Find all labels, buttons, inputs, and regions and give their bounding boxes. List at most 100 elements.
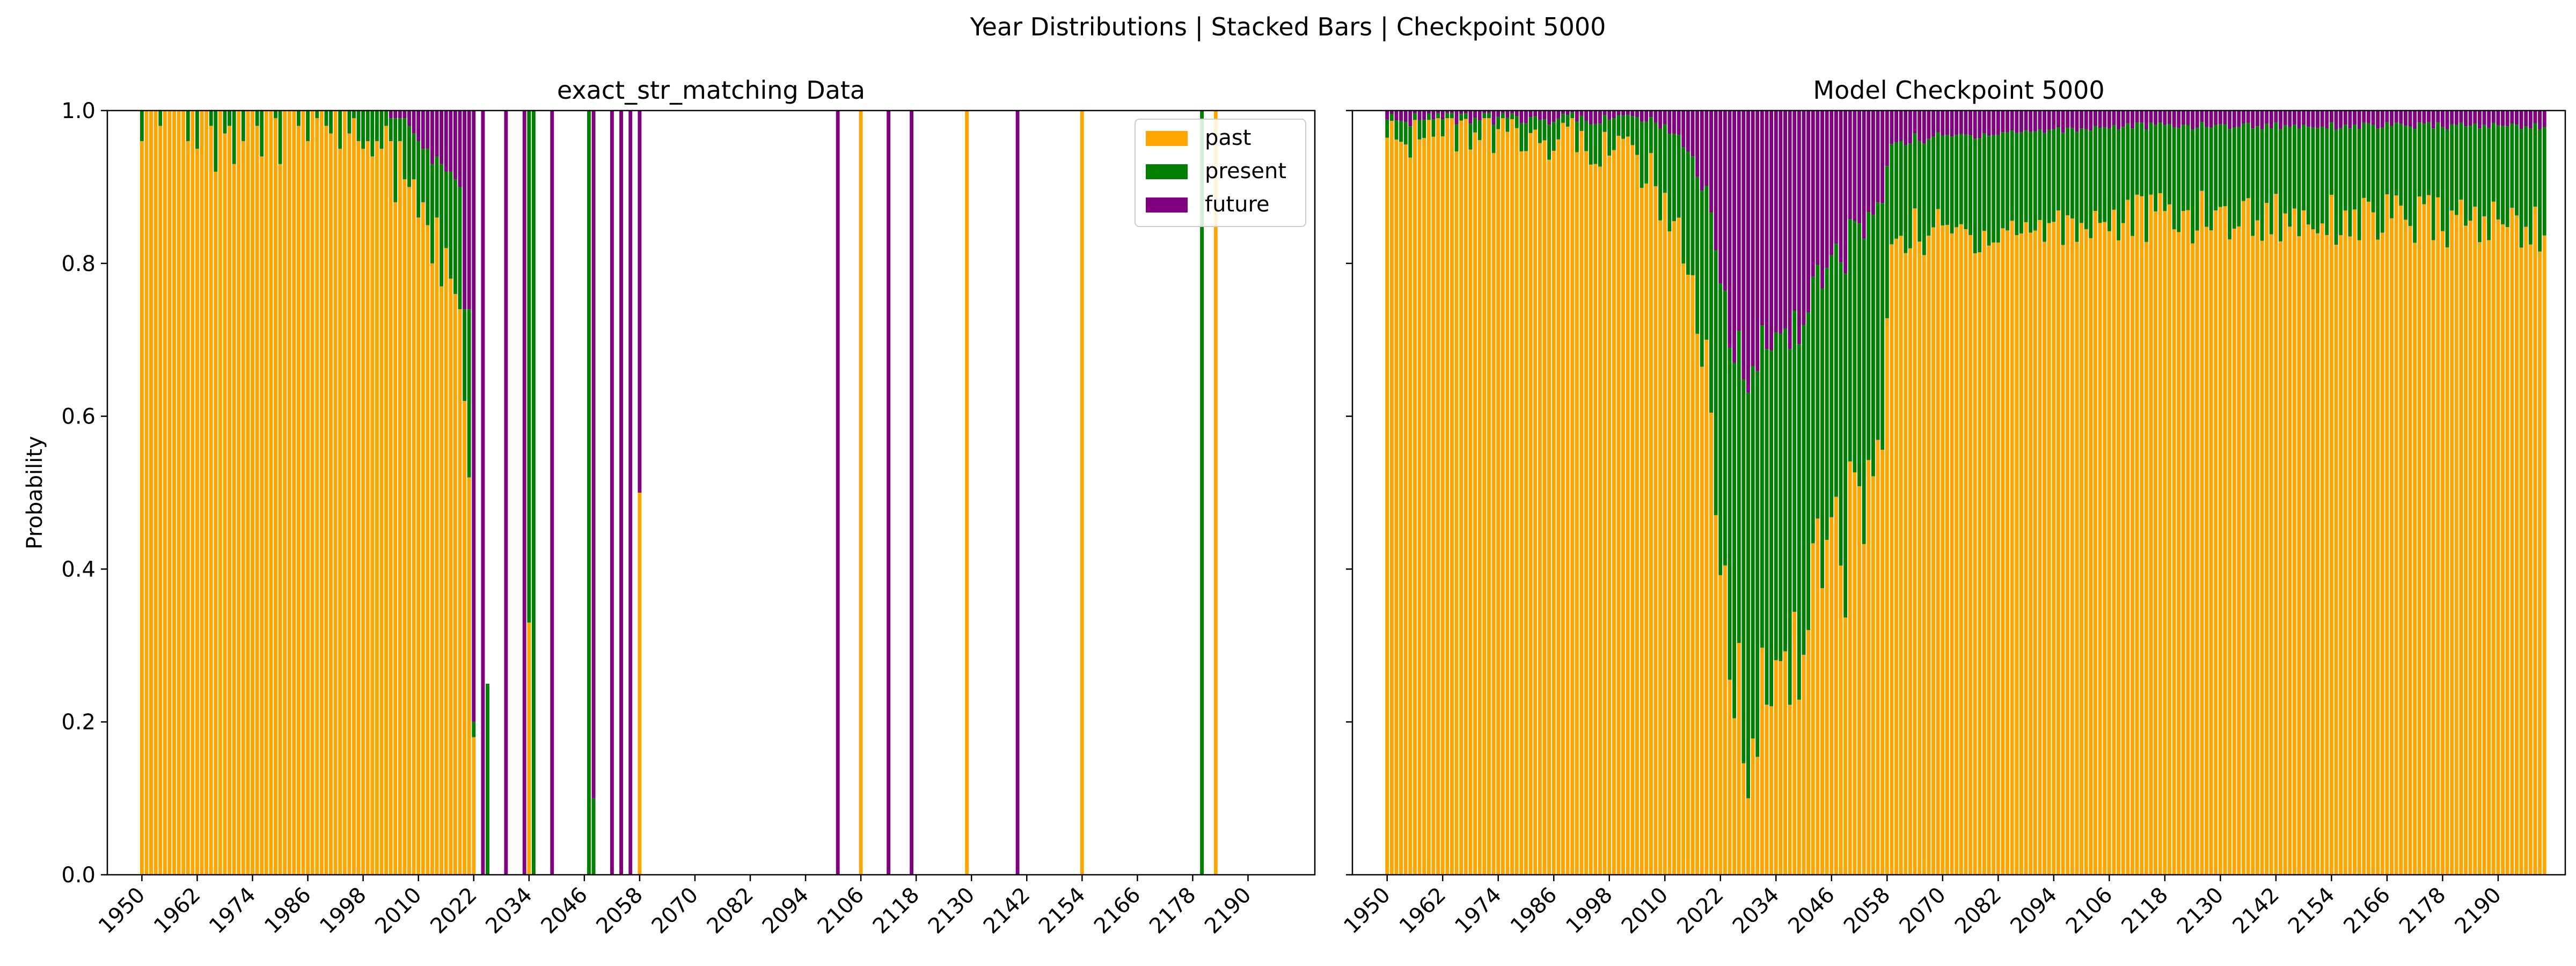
bar-past-1987 (1556, 139, 1561, 875)
bar-past-1969 (228, 126, 232, 875)
bar-present-2168 (2394, 122, 2398, 196)
bar-past-1978 (1514, 128, 1519, 875)
bar-future-2070 (1941, 111, 1945, 136)
bar-present-2036 (1783, 328, 1787, 652)
bar-past-2154 (1080, 111, 1084, 875)
bar-past-2003 (384, 126, 388, 875)
bar-present-2020 (463, 309, 466, 401)
bar-present-1983 (1538, 120, 1542, 143)
bar-future-2067 (1927, 111, 1931, 139)
bar-past-2031 (1760, 647, 1764, 875)
bar-present-2149 (2306, 127, 2310, 225)
bar-future-2106 (2107, 111, 2111, 129)
bar-future-1981 (1528, 111, 1533, 118)
bar-past-2053 (1862, 544, 1866, 875)
bar-past-1970 (232, 164, 236, 875)
bar-future-1998 (1607, 111, 1612, 120)
bar-future-2178 (2440, 111, 2445, 127)
bar-present-2159 (2353, 125, 2357, 210)
bar-present-2120 (2172, 127, 2176, 230)
bar-future-2009 (1658, 111, 1663, 129)
bar-future-2173 (2417, 111, 2421, 123)
bar-past-2075 (1964, 229, 1968, 875)
bar-future-2001 (1621, 111, 1626, 116)
bar-future-2020 (463, 111, 466, 310)
bar-past-1995 (347, 133, 352, 875)
bar-present-1997 (1602, 115, 1607, 132)
bar-past-2129 (2214, 210, 2218, 875)
bar-future-1960 (1431, 111, 1436, 120)
bar-future-2111 (2131, 111, 2134, 129)
bar-past-1982 (287, 111, 291, 875)
bar-past-1957 (1417, 139, 1422, 875)
bar-past-1966 (1459, 120, 1463, 875)
bar-future-2008 (407, 111, 411, 126)
bar-past-2101 (2084, 229, 2088, 875)
bar-past-1952 (149, 111, 153, 875)
bar-future-2015 (440, 111, 444, 164)
bar-future-2142 (2274, 111, 2278, 123)
bar-future-2011 (1667, 111, 1672, 134)
bar-past-2007 (402, 179, 407, 875)
bar-present-2079 (1982, 133, 1986, 231)
bar-future-2030 (1755, 111, 1760, 371)
bar-future-1958 (1422, 111, 1426, 120)
bar-present-2154 (2329, 122, 2333, 195)
bar-past-2148 (2302, 210, 2306, 875)
bar-future-1992 (1579, 111, 1584, 116)
bar-present-2026 (1737, 331, 1741, 643)
bar-past-2019 (1704, 340, 1709, 875)
bar-future-2157 (2343, 111, 2347, 125)
bar-past-2168 (2394, 195, 2398, 875)
bar-past-2008 (407, 187, 411, 875)
bar-past-1955 (163, 111, 167, 875)
bar-future-2035 (1779, 111, 1783, 334)
bar-present-2053 (1862, 238, 1866, 544)
bar-past-2064 (1913, 208, 1917, 875)
bar-future-2047 (1834, 111, 1838, 244)
y-tick-label: 0.2 (61, 710, 96, 735)
bar-past-2046 (1829, 517, 1834, 875)
bar-present-2002 (1626, 114, 1630, 137)
bar-present-2167 (2390, 126, 2394, 218)
bar-future-2146 (2292, 111, 2296, 125)
bar-present-2005 (1640, 121, 1644, 188)
bar-past-2196 (2524, 226, 2528, 875)
bar-past-2040 (1802, 654, 1806, 875)
bar-future-1976 (1505, 111, 1510, 118)
bar-past-2129 (965, 111, 969, 875)
bar-present-2097 (2066, 127, 2070, 216)
bar-past-1959 (1426, 120, 1431, 875)
bar-past-2041 (1806, 630, 1811, 875)
bar-present-2091 (2038, 129, 2042, 220)
bar-past-2141 (2269, 234, 2273, 875)
bar-present-2165 (2380, 127, 2384, 233)
bar-present-2175 (2427, 122, 2431, 195)
bar-future-2128 (2209, 111, 2213, 128)
bar-present-2003 (1630, 116, 1635, 145)
bar-past-2139 (2260, 240, 2264, 875)
bar-present-2014 (1681, 147, 1686, 264)
bar-present-2109 (2121, 127, 2125, 223)
bar-present-2140 (2265, 123, 2269, 203)
bar-future-2051 (1853, 111, 1857, 221)
bar-present-1950 (1385, 119, 1389, 138)
bar-future-2005 (1640, 111, 1644, 122)
bar-past-2033 (1769, 706, 1774, 875)
bar-future-1969 (1473, 111, 1477, 118)
bar-future-1967 (1463, 111, 1468, 114)
bar-future-2091 (2038, 111, 2042, 130)
bar-past-1954 (158, 126, 163, 875)
bar-present-2035 (1779, 333, 1783, 661)
bar-future-1996 (1598, 111, 1602, 124)
bar-present-2170 (2403, 126, 2407, 220)
bar-past-2072 (1950, 233, 1954, 875)
bar-future-2061 (1899, 111, 1903, 141)
bar-present-1965 (209, 111, 213, 126)
bar-present-2034 (1774, 332, 1778, 661)
axes-frame (1351, 109, 2566, 876)
bar-future-2112 (887, 111, 891, 875)
bar-present-1976 (1505, 117, 1510, 132)
bar-past-2094 (2052, 222, 2056, 875)
bar-present-2152 (2320, 126, 2324, 224)
